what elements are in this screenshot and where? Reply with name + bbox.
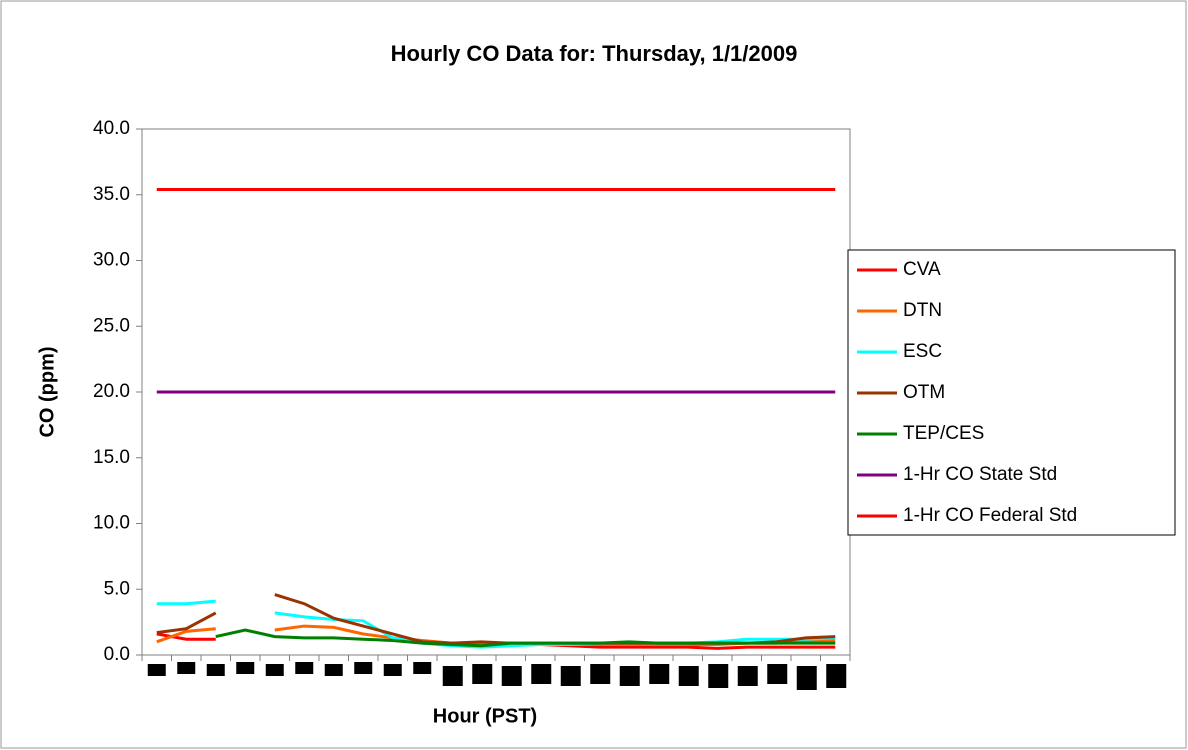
x-tick-label-box bbox=[383, 664, 402, 676]
legend-label: ESC bbox=[903, 341, 942, 362]
legend-label: DTN bbox=[903, 300, 942, 321]
legend-label: 1-Hr CO State Std bbox=[903, 464, 1057, 485]
y-tick-label: 25.0 bbox=[93, 315, 130, 336]
x-tick-label-box bbox=[590, 664, 611, 684]
x-tick-label-box bbox=[678, 666, 699, 686]
x-tick-label-box bbox=[796, 666, 817, 690]
x-tick-label-box bbox=[708, 664, 729, 688]
y-tick-label: 0.0 bbox=[104, 644, 130, 665]
legend-label: 1-Hr CO Federal Std bbox=[903, 505, 1077, 526]
series-line bbox=[215, 628, 836, 648]
y-tick-label: 10.0 bbox=[93, 513, 130, 534]
x-tick-label-box bbox=[265, 664, 284, 676]
x-tick-label-box bbox=[295, 662, 314, 674]
y-tick-label: 5.0 bbox=[104, 578, 130, 599]
chart-title: Hourly CO Data for: Thursday, 1/1/2009 bbox=[391, 41, 798, 66]
x-tick-label-box bbox=[324, 664, 343, 676]
legend-label: CVA bbox=[903, 259, 941, 280]
x-tick-label-box bbox=[560, 666, 581, 686]
y-tick-label: 20.0 bbox=[93, 381, 130, 402]
x-tick-label-box bbox=[472, 664, 493, 684]
x-tick-label-box bbox=[619, 666, 640, 686]
x-tick-label-box bbox=[501, 666, 522, 686]
x-tick-label-box bbox=[236, 662, 255, 674]
legend-label: OTM bbox=[903, 382, 945, 403]
x-tick-label-box bbox=[737, 666, 758, 686]
x-tick-label-box bbox=[413, 662, 432, 674]
x-tick-label-box bbox=[354, 662, 373, 674]
x-tick-label-box bbox=[177, 662, 196, 674]
x-axis-label: Hour (PST) bbox=[433, 705, 537, 727]
x-tick-label-box bbox=[531, 664, 552, 684]
y-tick-label: 15.0 bbox=[93, 447, 130, 468]
y-tick-label: 30.0 bbox=[93, 250, 130, 271]
y-tick-label: 40.0 bbox=[93, 118, 130, 139]
x-tick-label-box bbox=[442, 666, 463, 686]
x-tick-label-box bbox=[767, 664, 788, 684]
y-axis-label: CO (ppm) bbox=[36, 346, 58, 437]
legend-label: TEP/CES bbox=[903, 423, 984, 444]
x-tick-label-box bbox=[147, 664, 166, 676]
legend bbox=[847, 249, 1176, 536]
x-tick-label-box bbox=[826, 664, 847, 688]
y-tick-label: 35.0 bbox=[93, 184, 130, 205]
x-tick-label-box bbox=[206, 664, 225, 676]
x-tick-label-box bbox=[649, 664, 670, 684]
